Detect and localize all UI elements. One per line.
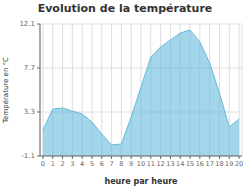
svg-text:10: 10 — [137, 160, 145, 168]
svg-text:13: 13 — [166, 160, 174, 168]
svg-text:8: 8 — [119, 160, 123, 168]
svg-text:0: 0 — [41, 160, 45, 168]
svg-text:15: 15 — [186, 160, 194, 168]
svg-text:heure par heure: heure par heure — [104, 177, 178, 186]
svg-text:6: 6 — [100, 160, 104, 168]
svg-text:7: 7 — [110, 160, 114, 168]
svg-text:1: 1 — [51, 160, 55, 168]
svg-text:14: 14 — [176, 160, 184, 168]
svg-text:17: 17 — [206, 160, 214, 168]
svg-text:18: 18 — [215, 160, 223, 168]
svg-text:12: 12 — [156, 160, 164, 168]
svg-text:Température en °C: Température en °C — [2, 57, 10, 124]
svg-text:7.7: 7.7 — [24, 64, 35, 72]
svg-text:3.3: 3.3 — [24, 108, 35, 116]
svg-text:4: 4 — [80, 160, 84, 168]
svg-text:5: 5 — [90, 160, 94, 168]
svg-text:-1.1: -1.1 — [21, 152, 35, 160]
svg-text:9: 9 — [129, 160, 133, 168]
svg-text:3: 3 — [70, 160, 74, 168]
svg-text:16: 16 — [196, 160, 204, 168]
svg-text:19: 19 — [225, 160, 233, 168]
svg-text:2: 2 — [60, 160, 64, 168]
svg-text:12.1: 12.1 — [19, 20, 35, 28]
svg-text:11: 11 — [147, 160, 155, 168]
svg-text:20: 20 — [235, 160, 243, 168]
html-text:Evolution de la température: Evolution de la température — [37, 2, 213, 15]
